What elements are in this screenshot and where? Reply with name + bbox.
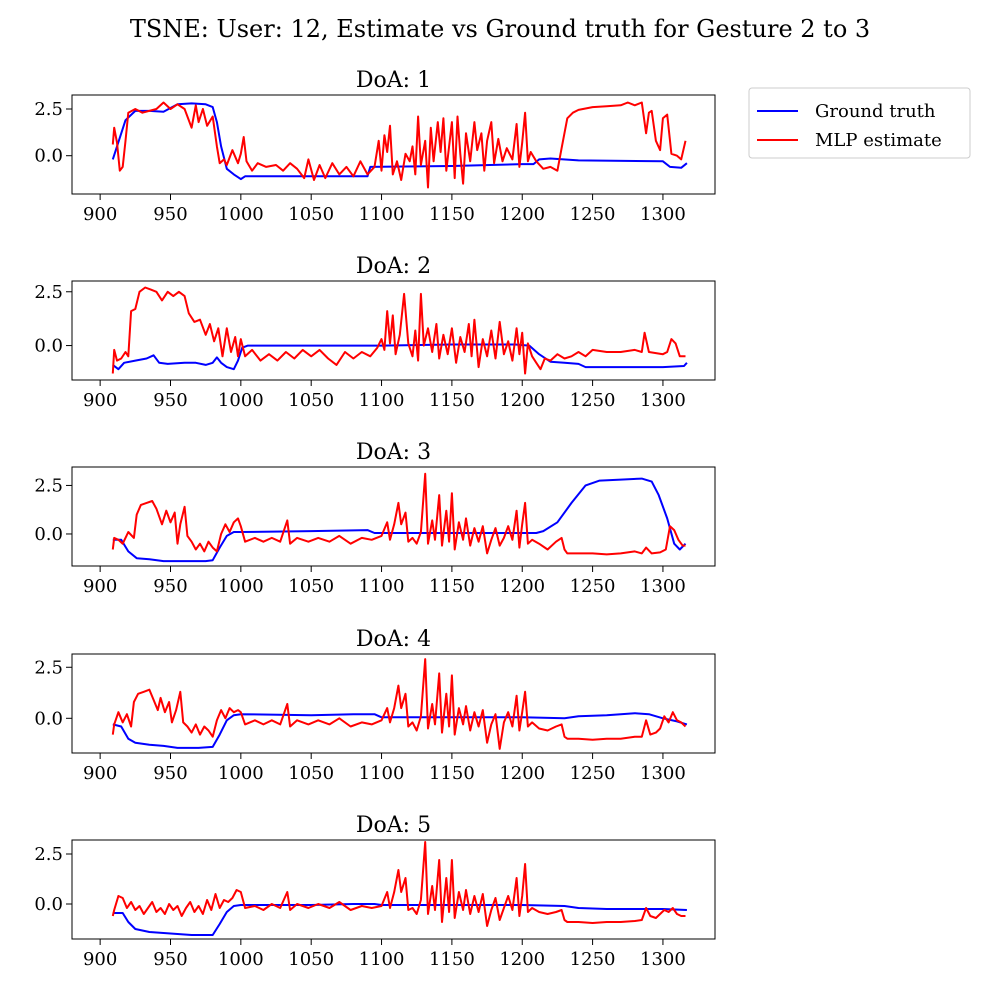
x-tick-label: 900 (83, 390, 117, 411)
x-tick-label: 1200 (499, 576, 545, 597)
x-tick-label: 900 (83, 949, 117, 970)
x-tick-label: 950 (153, 204, 187, 225)
y-tick-label: 0.0 (34, 524, 63, 545)
x-tick-label: 900 (83, 763, 117, 784)
x-tick-label: 1100 (359, 390, 405, 411)
x-tick-label: 1150 (429, 204, 475, 225)
x-tick-label: 1300 (640, 204, 686, 225)
x-tick-label: 900 (83, 576, 117, 597)
x-tick-label: 950 (153, 576, 187, 597)
x-tick-label: 1000 (218, 763, 264, 784)
subplot-title: DoA: 3 (356, 440, 431, 465)
x-tick-label: 1250 (570, 204, 616, 225)
x-tick-label: 1200 (499, 204, 545, 225)
subplot-3: DoA: 3 900 950 1000 1050 1100 1150 1200 1250 1300… (34, 440, 716, 597)
x-tick-label: 1100 (359, 204, 405, 225)
subplot-title: DoA: 2 (356, 254, 431, 279)
subplot-title: DoA: 4 (356, 627, 431, 652)
axes-frame (71, 466, 716, 567)
legend-label-mlp-estimate: MLP estimate (815, 130, 942, 151)
x-tick-label: 1100 (359, 949, 405, 970)
series-line-ground-truth (112, 712, 688, 749)
x-tick-label: 950 (153, 390, 187, 411)
y-tick-label: 0.0 (34, 708, 63, 729)
x-tick-label: 1250 (570, 949, 616, 970)
x-tick-label: 1200 (499, 949, 545, 970)
y-tick-label: 0.0 (34, 894, 63, 915)
series-line-mlp-estimate (111, 658, 687, 750)
subplot-1: DoA: 1 900 950 1000 1050 1100 1150 1200 1250 1300… (34, 68, 716, 225)
subplot-2: DoA: 2 900 950 1000 1050 1100 1150 1200 1250 1300… (34, 254, 716, 411)
x-tick-label: 1300 (640, 763, 686, 784)
x-tick-label: 1200 (499, 763, 545, 784)
axes-frame (71, 280, 716, 381)
x-tick-label: 1000 (218, 390, 264, 411)
x-tick-label: 900 (83, 204, 117, 225)
series-line-mlp-estimate (111, 101, 687, 189)
x-tick-label: 1100 (359, 576, 405, 597)
series-line-ground-truth (112, 343, 688, 371)
x-tick-label: 950 (153, 763, 187, 784)
legend-label-ground-truth: Ground truth (815, 101, 936, 122)
series-line-mlp-estimate (111, 841, 686, 927)
axes-frame (71, 653, 716, 754)
x-tick-label: 1150 (429, 576, 475, 597)
series-line-mlp-estimate (111, 472, 686, 556)
x-tick-label: 1150 (429, 763, 475, 784)
series-line-ground-truth (112, 903, 687, 936)
y-tick-label: 2.5 (34, 844, 63, 865)
y-tick-label: 2.5 (34, 99, 63, 120)
x-tick-label: 1150 (429, 949, 475, 970)
series-line-mlp-estimate (111, 286, 686, 375)
x-tick-label: 1250 (570, 576, 616, 597)
x-tick-label: 1250 (570, 763, 616, 784)
subplot-title: DoA: 5 (356, 813, 431, 838)
y-tick-label: 2.5 (34, 657, 63, 678)
figure-suptitle: TSNE: User: 12, Estimate vs Ground truth… (130, 15, 870, 43)
subplot-title: DoA: 1 (356, 68, 431, 93)
x-tick-label: 1050 (288, 763, 334, 784)
x-tick-label: 1000 (218, 576, 264, 597)
series-line-ground-truth (111, 102, 688, 181)
subplot-5: DoA: 5 900 950 1000 1050 1100 1150 1200 1250 1300… (34, 813, 716, 970)
axes-frame (71, 839, 716, 940)
x-tick-label: 1050 (288, 390, 334, 411)
y-tick-label: 2.5 (34, 475, 63, 496)
series-line-ground-truth (112, 477, 687, 563)
x-tick-label: 1050 (288, 204, 334, 225)
legend: Ground truth MLP estimate (748, 87, 971, 159)
x-tick-label: 1000 (218, 204, 264, 225)
x-tick-label: 1250 (570, 390, 616, 411)
subplot-4: DoA: 4 900 950 1000 1050 1100 1150 1200 1250 1300… (34, 627, 716, 784)
y-tick-label: 0.0 (34, 336, 63, 357)
x-tick-label: 1300 (640, 390, 686, 411)
x-tick-label: 1150 (429, 390, 475, 411)
subplot-panels: DoA: 1 900 950 1000 1050 1100 1150 1200 1250 1300… (34, 68, 716, 970)
axes-frame (71, 94, 716, 195)
x-tick-label: 1100 (359, 763, 405, 784)
x-tick-label: 1050 (288, 576, 334, 597)
y-tick-label: 0.0 (34, 146, 63, 167)
x-tick-label: 1300 (640, 949, 686, 970)
x-tick-label: 950 (153, 949, 187, 970)
x-tick-label: 1050 (288, 949, 334, 970)
x-tick-label: 1300 (640, 576, 686, 597)
legend-box (748, 87, 971, 159)
x-tick-label: 1200 (499, 390, 545, 411)
y-tick-label: 2.5 (34, 282, 63, 303)
x-tick-label: 1000 (218, 949, 264, 970)
